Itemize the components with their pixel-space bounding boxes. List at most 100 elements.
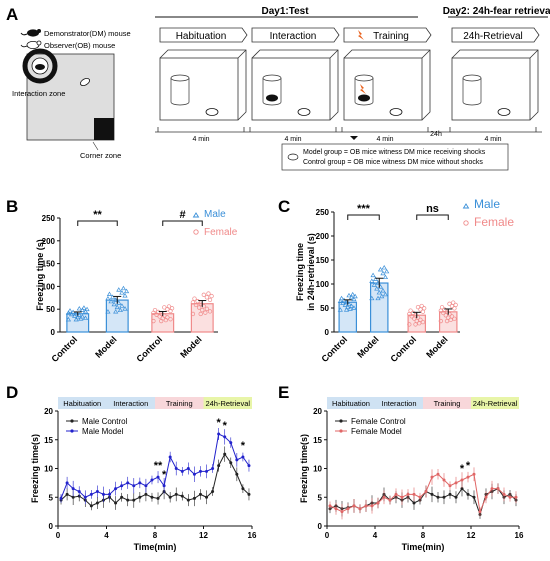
category-label: Model — [424, 334, 449, 359]
phase-label-2: Training — [166, 399, 193, 408]
series-point — [168, 495, 172, 499]
data-point — [412, 316, 417, 321]
series-point — [89, 504, 93, 508]
series-point — [174, 492, 178, 496]
data-point — [448, 317, 453, 323]
legend-marker-female — [193, 229, 199, 235]
y-tick-label: 150 — [316, 256, 330, 265]
series-point — [442, 495, 446, 499]
y-tick-label: 20 — [44, 407, 53, 416]
series-point — [186, 498, 190, 502]
significance-star: * — [217, 417, 222, 429]
series-point — [144, 484, 148, 488]
series-point — [442, 478, 446, 482]
data-point — [122, 293, 128, 298]
series-point — [418, 495, 422, 499]
series-point — [448, 492, 452, 496]
y-tick-label: 200 — [316, 232, 330, 241]
phase-label-1: Interaction — [381, 399, 416, 408]
y-tick-label: 0 — [325, 328, 330, 337]
series-point — [514, 495, 518, 499]
data-point — [372, 276, 379, 281]
series-point — [150, 478, 154, 482]
x-tick-label: 12 — [199, 531, 208, 540]
phase-label-0: Habituation — [332, 399, 370, 408]
legend-label-1: Female Model — [351, 427, 402, 436]
data-point — [384, 268, 390, 274]
legend-label-1: Male Model — [82, 427, 124, 436]
data-point — [119, 303, 125, 308]
cylinder-top-0 — [170, 74, 190, 82]
significance-star: * — [466, 460, 471, 472]
model-group-text: Model group = OB mice witness DM mice re… — [303, 149, 486, 156]
data-point — [119, 290, 125, 295]
y-axis-title: in 24h-retrieval (s) — [306, 233, 316, 311]
y-tick-label: 10 — [44, 465, 53, 474]
phase-label-3: 24h-Retrieval — [473, 399, 518, 408]
series-point — [138, 481, 142, 485]
x-tick-label: 8 — [153, 531, 158, 540]
data-point — [369, 278, 375, 283]
stage-tab-3 — [451, 27, 540, 43]
series-point — [229, 461, 233, 465]
series-point — [406, 492, 410, 496]
data-point — [190, 311, 196, 317]
data-point — [369, 295, 375, 301]
data-point — [413, 322, 418, 327]
data-point — [206, 291, 211, 296]
x-tick-label: 16 — [515, 531, 524, 540]
data-point — [105, 309, 111, 314]
category-label: Model — [93, 334, 118, 359]
cage-front-0 — [159, 57, 239, 121]
series-point — [478, 510, 482, 514]
legend-ob-label: Observer(OB) mouse — [44, 41, 115, 50]
series-point — [358, 507, 362, 511]
legend-marker-male — [462, 203, 470, 209]
legend-marker-male — [192, 212, 200, 218]
data-point — [108, 298, 114, 304]
category-label: Control — [319, 334, 349, 364]
series-point — [436, 472, 440, 476]
data-point — [382, 274, 389, 280]
significance-bracket — [347, 214, 380, 220]
phase-band-2 — [155, 397, 204, 409]
shock-icon — [358, 30, 364, 40]
data-point — [415, 304, 421, 310]
x-tick-label: 8 — [421, 531, 426, 540]
duration-label-3: 4 min — [484, 136, 501, 143]
data-point — [81, 305, 87, 310]
data-point — [151, 310, 156, 315]
data-point — [409, 314, 414, 319]
y-tick-label: 0 — [51, 328, 56, 337]
phase-label-2: Training — [434, 399, 461, 408]
significance-star: * — [241, 440, 246, 452]
data-point — [162, 305, 167, 310]
series-point — [174, 467, 178, 470]
series-point — [340, 510, 344, 514]
series-point — [454, 495, 458, 499]
data-point — [105, 295, 111, 301]
series-point — [424, 490, 428, 493]
ob-mouse-3 — [497, 108, 511, 116]
cylinder-body-1 — [262, 78, 282, 106]
legend-label-female: Female — [204, 227, 238, 238]
series-point — [229, 441, 233, 445]
cylinder-top-3 — [462, 74, 482, 82]
category-label: Control — [134, 334, 164, 364]
panel-letter-e: E — [278, 383, 289, 402]
cage-edge-3 — [529, 49, 539, 59]
cylinder-body-0 — [170, 78, 190, 106]
y-tick-label: 150 — [42, 260, 56, 269]
x-axis-title: Time(min) — [402, 542, 445, 552]
data-point — [116, 287, 122, 292]
series-point — [496, 487, 500, 491]
series-point — [508, 495, 512, 499]
y-tick-label: 250 — [42, 214, 56, 223]
data-point — [122, 306, 128, 311]
pointer-arrow — [350, 136, 358, 140]
category-label: Control — [388, 334, 418, 364]
bar-chart-B: 0 50 100 150 200 250 Freezing time (s) Control M… — [35, 209, 238, 364]
legend-marker-1 — [339, 429, 343, 433]
series-point — [192, 496, 196, 500]
